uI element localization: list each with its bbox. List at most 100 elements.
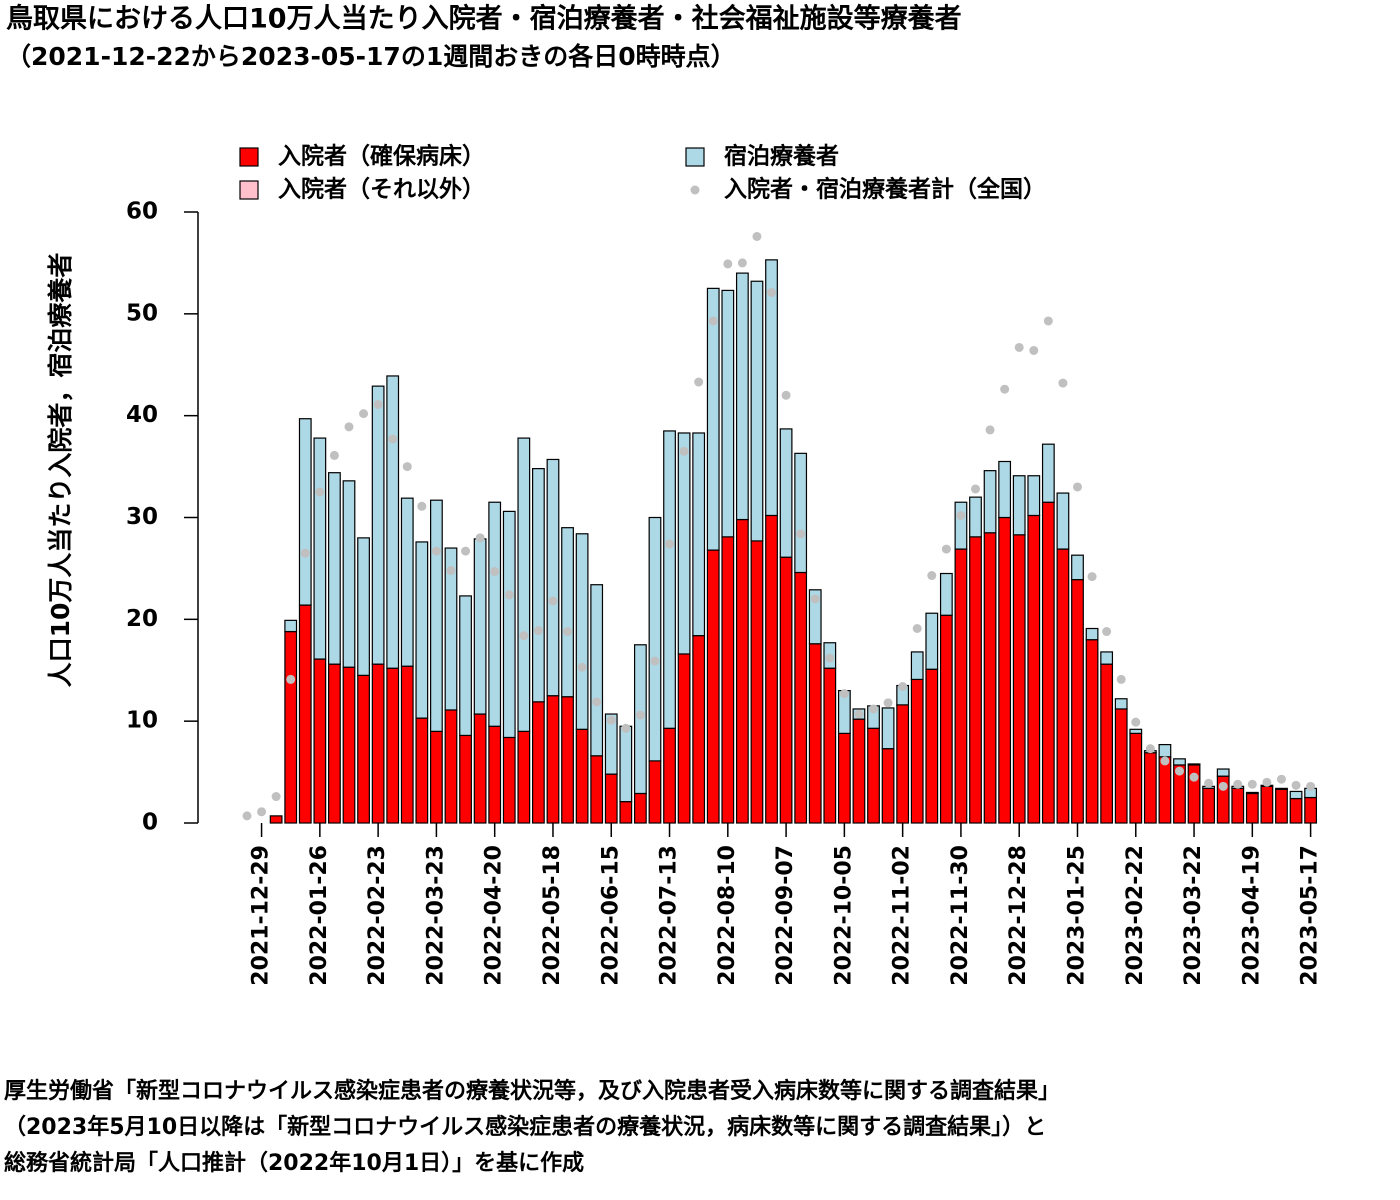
scatter-point bbox=[869, 704, 879, 714]
bar-segment bbox=[1173, 758, 1186, 766]
scatter-point bbox=[621, 723, 631, 733]
bar-segment bbox=[371, 385, 385, 665]
bar-segment bbox=[575, 533, 589, 730]
scatter-point bbox=[635, 710, 645, 720]
bar-segment bbox=[284, 619, 298, 633]
x-tick-label: 2022-12-28 bbox=[1006, 845, 1031, 986]
bar-segment bbox=[633, 792, 647, 824]
bar-segment bbox=[1275, 788, 1288, 824]
scatter-point bbox=[1072, 482, 1082, 492]
bar-segment bbox=[371, 663, 385, 824]
bar-segment bbox=[430, 499, 443, 732]
bar-segment bbox=[1275, 787, 1288, 790]
scatter-point bbox=[388, 434, 398, 444]
bar-segment bbox=[1289, 797, 1303, 824]
bar-segment bbox=[313, 658, 327, 824]
bar-segment bbox=[867, 727, 880, 824]
bar-segment bbox=[779, 556, 793, 824]
bar-segment bbox=[1158, 756, 1172, 824]
y-tick-label: 50 bbox=[126, 300, 158, 326]
scatter-point bbox=[242, 811, 252, 821]
scatter-point bbox=[825, 653, 835, 663]
bar-segment bbox=[925, 612, 939, 670]
bar-segment bbox=[692, 432, 706, 637]
bar-segment bbox=[502, 736, 516, 824]
bar-segment bbox=[473, 713, 487, 824]
scatter-point bbox=[1306, 781, 1316, 791]
y-tick-label: 0 bbox=[142, 810, 158, 836]
x-tick-label: 2021-12-29 bbox=[249, 845, 274, 986]
scatter-point bbox=[359, 409, 369, 419]
bar-segment bbox=[1114, 708, 1128, 824]
bar-segment bbox=[357, 674, 370, 824]
scatter-point bbox=[1131, 717, 1141, 727]
bar-segment bbox=[357, 537, 370, 676]
x-tick-label: 2022-02-23 bbox=[365, 845, 390, 986]
scatter-point bbox=[446, 565, 456, 575]
bar-segment bbox=[983, 470, 997, 534]
scatter-point bbox=[533, 626, 543, 636]
scatter-point bbox=[315, 487, 325, 497]
bar-segment bbox=[983, 532, 997, 824]
bar-segment bbox=[969, 536, 982, 824]
scatter-point bbox=[402, 462, 412, 472]
bar-segment bbox=[750, 540, 764, 824]
x-tick-label: 2022-06-15 bbox=[598, 845, 623, 986]
bar-segment bbox=[1158, 743, 1172, 758]
source-note: 厚生労働省「新型コロナウイルス感染症患者の療養状況等，及び入院患者受入病床数等に… bbox=[4, 1078, 1060, 1104]
scatter-point bbox=[1102, 627, 1112, 637]
bar-segment bbox=[284, 630, 298, 824]
bar-segment bbox=[677, 432, 691, 655]
scatter-point bbox=[1204, 778, 1214, 788]
bar-segment bbox=[1304, 796, 1318, 824]
bar-segment bbox=[269, 815, 283, 824]
bar-segment bbox=[910, 678, 924, 824]
bar-segment bbox=[750, 280, 764, 542]
bar-segment bbox=[1027, 514, 1041, 824]
scatter-point bbox=[1247, 779, 1257, 789]
bar-segment bbox=[1289, 790, 1303, 800]
bar-segment bbox=[1056, 548, 1070, 824]
bar-segment bbox=[692, 635, 706, 824]
bar-segment bbox=[1114, 698, 1128, 710]
y-axis-label: 人口10万人当たり入院者，宿泊療養者 bbox=[46, 253, 75, 688]
bar-segment bbox=[823, 667, 837, 824]
bar-segment bbox=[1012, 475, 1026, 536]
bar-segment bbox=[386, 667, 400, 824]
bar-segment bbox=[619, 725, 633, 803]
x-tick-label: 2023-01-25 bbox=[1064, 845, 1089, 986]
scatter-point bbox=[1029, 345, 1039, 355]
bar-segment bbox=[430, 730, 443, 824]
bar-segment bbox=[794, 452, 808, 574]
bar-segment bbox=[808, 589, 822, 645]
bar-segment bbox=[459, 734, 472, 824]
scatter-point bbox=[810, 594, 820, 604]
bar-segment bbox=[590, 584, 604, 757]
scatter-point bbox=[927, 571, 937, 581]
scatter-point bbox=[1189, 772, 1199, 782]
scatter-point bbox=[286, 674, 296, 684]
scatter-point bbox=[300, 548, 310, 558]
bar-segment bbox=[502, 510, 516, 739]
scatter-point bbox=[1000, 384, 1010, 394]
x-tick-label: 2023-03-22 bbox=[1181, 845, 1206, 986]
scatter-point bbox=[708, 316, 718, 326]
bar-segment bbox=[706, 549, 720, 824]
x-tick-label: 2022-01-26 bbox=[307, 845, 332, 986]
legend-label: 入院者（それ以外） bbox=[278, 176, 485, 203]
bar-segment bbox=[328, 472, 341, 665]
bar-segment bbox=[663, 727, 676, 824]
x-tick-label: 2022-09-07 bbox=[773, 845, 798, 986]
bar-segment bbox=[342, 480, 356, 668]
scatter-point bbox=[854, 709, 864, 719]
scatter-point bbox=[781, 390, 791, 400]
scatter-point bbox=[665, 539, 675, 549]
scatter-point bbox=[504, 590, 514, 600]
scatter-point bbox=[329, 450, 339, 460]
bar-segment bbox=[881, 707, 895, 750]
bar-segment bbox=[663, 430, 676, 729]
x-tick-label: 2022-08-10 bbox=[715, 845, 740, 986]
bar-segment bbox=[1056, 492, 1070, 550]
chart-title: 鳥取県における人口10万人当たり入院者・宿泊療養者・社会福祉施設等療養者 bbox=[6, 3, 962, 35]
scatter-point bbox=[417, 501, 427, 511]
